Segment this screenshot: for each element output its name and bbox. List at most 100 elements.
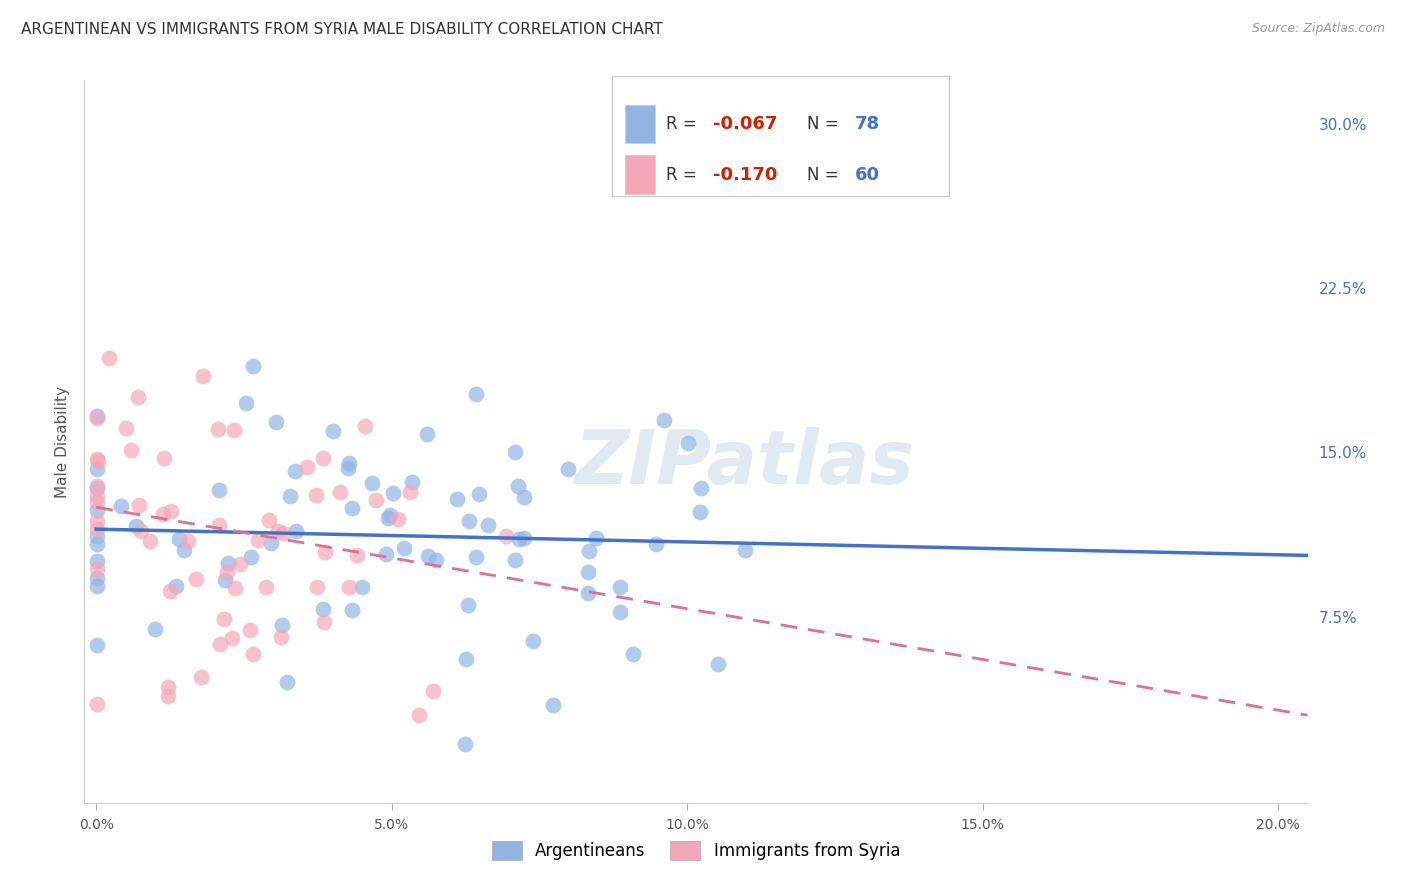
Point [152,507,174,521]
Point [86,554,108,568]
Point [508,479,530,493]
Point [401,475,423,489]
Point [86,495,108,509]
Point [465,387,488,401]
Point [86,638,108,652]
Point [207,422,229,436]
Point [305,488,328,502]
Point [297,460,319,475]
Text: N =: N = [807,166,844,184]
Point [214,573,236,587]
Point [212,612,235,626]
Point [125,519,148,533]
Point [177,533,200,548]
Point [120,442,142,457]
Point [138,533,160,548]
Point [576,565,599,579]
Point [173,543,195,558]
Point [217,556,239,570]
Point [312,450,335,465]
Point [208,637,231,651]
Point [129,524,152,539]
Point [246,533,269,548]
Point [285,524,308,539]
Point [115,421,138,435]
Point [239,623,262,637]
Point [468,487,491,501]
Point [86,562,108,576]
Point [208,483,231,497]
Text: ARGENTINEAN VS IMMIGRANTS FROM SYRIA MALE DISABILITY CORRELATION CHART: ARGENTINEAN VS IMMIGRANTS FROM SYRIA MAL… [21,22,662,37]
Point [184,572,207,586]
Point [242,359,264,374]
Point [86,528,108,542]
Point [86,571,108,585]
Point [340,501,363,516]
Point [165,579,187,593]
Point [503,445,526,459]
Point [221,631,243,645]
Point [408,707,430,722]
Point [346,549,368,563]
Point [387,511,409,525]
Point [284,464,307,478]
Point [678,436,700,450]
Point [156,681,179,695]
Point [242,647,264,661]
Point [652,413,675,427]
Point [392,541,415,556]
Point [159,584,181,599]
Point [734,543,756,558]
Point [87,454,110,468]
Point [361,476,384,491]
Point [86,537,108,551]
Point [86,462,108,476]
Point [690,481,713,495]
Point [378,508,401,523]
Point [416,549,439,563]
Point [190,670,212,684]
Point [352,580,374,594]
Point [505,553,527,567]
Point [621,647,644,661]
Point [229,557,252,571]
Text: R =: R = [665,115,702,133]
Point [477,518,499,533]
Text: 60: 60 [855,166,880,184]
Point [645,537,668,551]
Y-axis label: Male Disability: Male Disability [55,385,70,498]
Point [143,623,166,637]
Text: Source: ZipAtlas.com: Source: ZipAtlas.com [1251,22,1385,36]
Point [374,547,396,561]
Point [425,553,447,567]
Point [271,618,294,632]
Point [512,490,534,504]
Point [98,351,121,366]
Point [86,579,108,593]
Point [458,514,481,528]
Point [257,513,280,527]
Point [86,502,108,516]
Point [416,427,439,442]
Point [264,415,287,429]
Point [508,532,530,546]
Point [224,581,246,595]
Point [314,545,336,559]
Point [127,390,149,404]
Point [312,615,335,630]
Point [160,504,183,518]
Text: 78: 78 [855,115,880,133]
Point [276,675,298,690]
Point [270,630,292,644]
Point [585,531,607,545]
Text: N =: N = [807,115,844,133]
Point [215,565,238,579]
Point [86,523,108,537]
Point [557,462,579,476]
Point [578,543,600,558]
Point [86,514,108,528]
Point [240,549,263,564]
Point [191,369,214,384]
Point [156,690,179,704]
Point [541,698,564,712]
